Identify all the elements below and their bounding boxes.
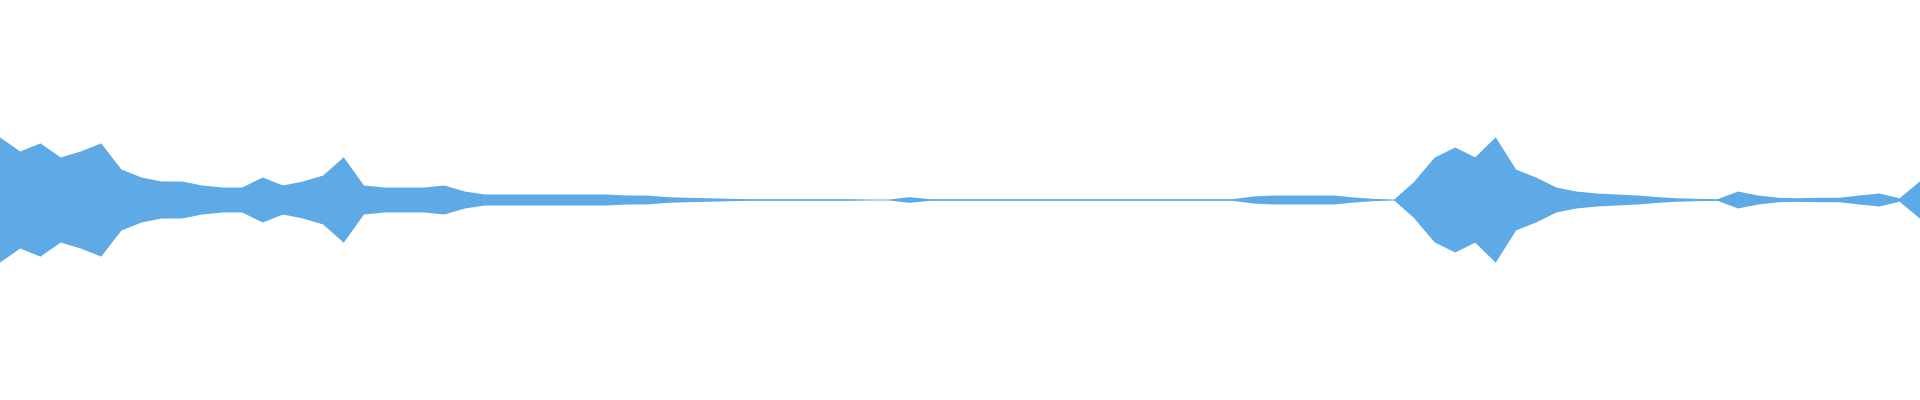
waveform-upper — [0, 137, 1920, 201]
waveform-lower — [0, 199, 1920, 263]
